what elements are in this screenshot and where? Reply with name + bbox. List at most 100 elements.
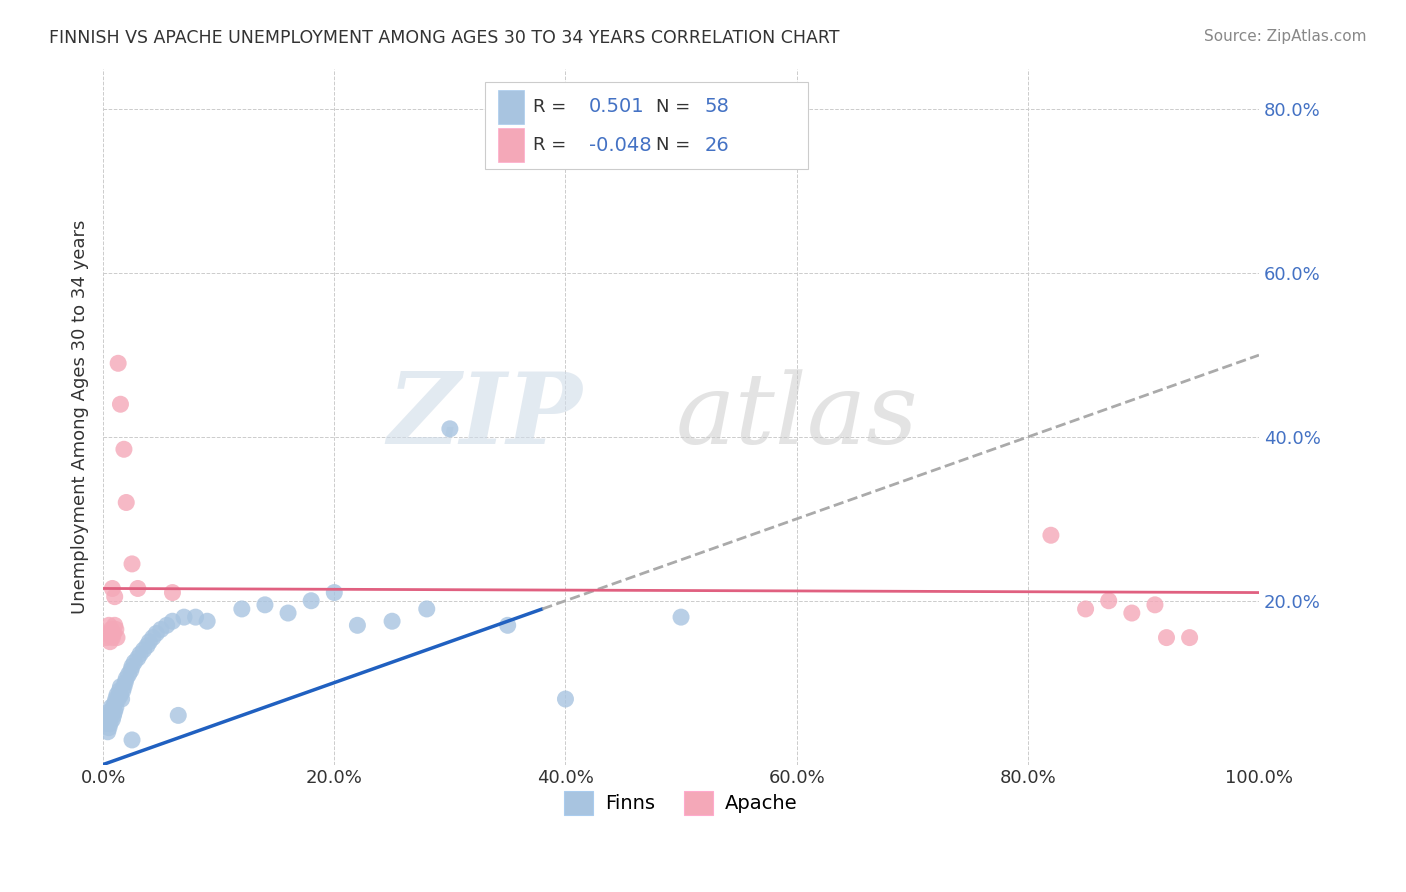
Point <box>98 716 121 731</box>
Point <box>1121 606 1143 620</box>
Point <box>101 704 124 718</box>
Point <box>554 692 576 706</box>
Point <box>101 582 124 596</box>
Point <box>127 651 149 665</box>
Point <box>162 614 184 628</box>
Text: -0.048: -0.048 <box>589 136 651 154</box>
Text: N =: N = <box>655 98 690 116</box>
Point <box>277 606 299 620</box>
Point <box>142 631 165 645</box>
Point <box>101 713 124 727</box>
Point <box>104 623 127 637</box>
Point <box>121 557 143 571</box>
Point <box>100 708 122 723</box>
Point <box>103 700 125 714</box>
Point <box>145 626 167 640</box>
Point <box>110 680 132 694</box>
Point <box>112 442 135 457</box>
Point <box>104 696 127 710</box>
Point <box>111 683 134 698</box>
Text: R =: R = <box>533 136 567 154</box>
Point <box>1098 593 1121 607</box>
Text: FINNISH VS APACHE UNEMPLOYMENT AMONG AGES 30 TO 34 YEARS CORRELATION CHART: FINNISH VS APACHE UNEMPLOYMENT AMONG AGE… <box>49 29 839 46</box>
Point <box>416 602 439 616</box>
Point <box>167 708 190 723</box>
Point <box>1178 631 1201 645</box>
Point <box>103 708 125 723</box>
Point <box>110 397 132 411</box>
Point <box>496 618 519 632</box>
Point <box>107 692 129 706</box>
Point <box>669 610 692 624</box>
Text: ZIP: ZIP <box>388 368 583 465</box>
Point <box>253 598 276 612</box>
Point <box>323 585 346 599</box>
Text: 58: 58 <box>704 97 730 116</box>
Point <box>231 602 253 616</box>
Point <box>97 724 120 739</box>
Point <box>97 708 120 723</box>
Point <box>96 631 118 645</box>
Point <box>1156 631 1178 645</box>
Y-axis label: Unemployment Among Ages 30 to 34 years: Unemployment Among Ages 30 to 34 years <box>72 219 89 614</box>
Point <box>96 716 118 731</box>
Point <box>138 634 160 648</box>
Point <box>98 704 121 718</box>
FancyBboxPatch shape <box>498 90 524 123</box>
Point <box>97 713 120 727</box>
Point <box>1039 528 1062 542</box>
Point <box>101 631 124 645</box>
Point <box>173 610 195 624</box>
Text: Source: ZipAtlas.com: Source: ZipAtlas.com <box>1204 29 1367 44</box>
Point <box>112 680 135 694</box>
Point <box>1143 598 1166 612</box>
Point <box>129 647 152 661</box>
Point <box>162 585 184 599</box>
Text: N =: N = <box>655 136 690 154</box>
Point <box>108 683 131 698</box>
Point <box>104 618 127 632</box>
Point <box>195 614 218 628</box>
Point <box>136 639 159 653</box>
Point <box>132 643 155 657</box>
Point <box>115 672 138 686</box>
Point <box>97 721 120 735</box>
Text: R =: R = <box>533 98 567 116</box>
FancyBboxPatch shape <box>485 82 808 169</box>
Point <box>97 618 120 632</box>
Point <box>104 692 127 706</box>
Point <box>98 634 121 648</box>
Point <box>97 626 120 640</box>
Point <box>299 593 322 607</box>
Point <box>105 631 128 645</box>
Point <box>346 618 368 632</box>
Legend: Finns, Apache: Finns, Apache <box>554 781 807 824</box>
Point <box>105 688 128 702</box>
Point <box>104 700 127 714</box>
Point <box>149 623 172 637</box>
Point <box>111 692 134 706</box>
Point <box>115 495 138 509</box>
Point <box>117 667 139 681</box>
Point <box>121 659 143 673</box>
Point <box>1074 602 1097 616</box>
Point <box>100 700 122 714</box>
Point <box>121 733 143 747</box>
FancyBboxPatch shape <box>498 128 524 161</box>
Point <box>439 422 461 436</box>
Point <box>184 610 207 624</box>
Text: atlas: atlas <box>675 369 918 464</box>
Text: 26: 26 <box>704 136 728 154</box>
Point <box>110 688 132 702</box>
Point <box>104 704 127 718</box>
Point <box>100 623 122 637</box>
Point <box>156 618 179 632</box>
Point <box>124 655 146 669</box>
Point <box>107 356 129 370</box>
Point <box>103 626 125 640</box>
Point <box>104 590 127 604</box>
Text: 0.501: 0.501 <box>589 97 644 116</box>
Point <box>114 675 136 690</box>
Point <box>127 582 149 596</box>
Point <box>120 664 142 678</box>
